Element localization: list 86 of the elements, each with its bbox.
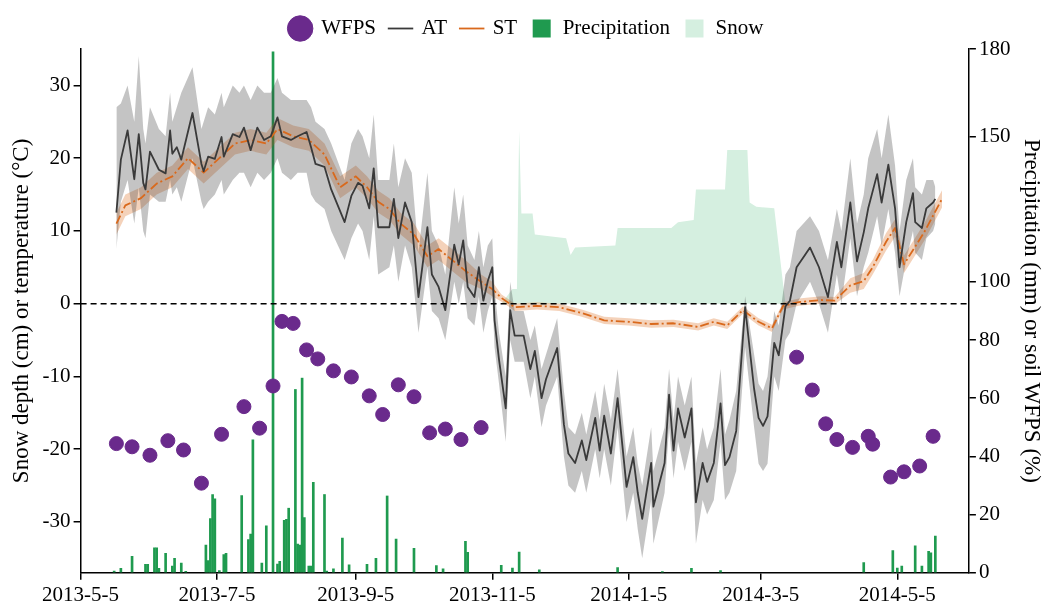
legend-label: AT xyxy=(421,15,448,40)
bar xyxy=(862,562,866,573)
x-tick-label: 2013-7-5 xyxy=(178,581,256,606)
y-tick-label: 30 xyxy=(49,71,71,96)
bar xyxy=(332,568,335,573)
y-tick-label: 20 xyxy=(49,144,71,169)
y2-axis-title: Precipitation (mm) or soil WFPS (%) xyxy=(1020,138,1046,483)
x-tick-label: 2013-11-5 xyxy=(448,581,536,606)
bar xyxy=(287,507,291,573)
point xyxy=(343,369,359,385)
y2-tick-label: 0 xyxy=(978,559,990,584)
y-axis-title: Snow depth (cm) or temperature (°C) xyxy=(7,138,33,484)
point xyxy=(912,458,928,474)
point xyxy=(214,426,230,442)
bar xyxy=(900,565,904,573)
y-tick-label: 0 xyxy=(60,290,71,315)
bar xyxy=(173,557,176,573)
legend-label: Precipitation xyxy=(562,15,671,40)
point xyxy=(390,377,406,393)
y-tick-label: -30 xyxy=(42,508,71,533)
point xyxy=(124,439,140,455)
bar xyxy=(913,545,917,573)
x-tick-label: 2014-1-5 xyxy=(590,581,668,606)
point xyxy=(473,420,489,436)
bar xyxy=(211,494,214,573)
x-tick-label: 2013-5-5 xyxy=(42,581,120,606)
point xyxy=(252,420,268,436)
bar xyxy=(294,389,297,573)
y-tick-label: -20 xyxy=(42,435,71,460)
point xyxy=(925,428,941,444)
point xyxy=(896,464,912,480)
bar xyxy=(511,567,514,573)
x-tick-label: 2014-3-5 xyxy=(722,581,800,606)
point xyxy=(236,399,252,415)
y-tick-label: 10 xyxy=(49,217,71,242)
point xyxy=(818,416,834,432)
x-tick-label: 2013-9-5 xyxy=(317,581,395,606)
point xyxy=(865,436,881,452)
point xyxy=(265,378,281,394)
bar xyxy=(341,537,344,573)
y2-tick-label: 80 xyxy=(978,326,1000,351)
point xyxy=(310,351,326,367)
y2-tick-label: 60 xyxy=(978,384,1000,409)
bar xyxy=(264,525,268,573)
point xyxy=(789,349,805,365)
legend-label: Snow xyxy=(715,15,765,40)
bar xyxy=(719,570,722,573)
bar xyxy=(179,562,183,573)
point xyxy=(829,432,845,448)
y-tick-label: -10 xyxy=(42,362,71,387)
y2-tick-label: 40 xyxy=(978,442,1000,467)
bar xyxy=(616,567,619,573)
point xyxy=(883,469,899,485)
point xyxy=(285,315,301,331)
legend-label: ST xyxy=(492,15,518,40)
y2-tick-label: 20 xyxy=(978,501,1000,526)
bar xyxy=(323,494,326,573)
point xyxy=(361,388,377,404)
point xyxy=(176,442,192,458)
point xyxy=(437,421,453,437)
bar xyxy=(240,495,244,573)
bar xyxy=(895,567,899,573)
bar xyxy=(435,565,438,573)
bar xyxy=(934,535,937,573)
bar xyxy=(499,564,503,573)
point xyxy=(325,363,341,379)
y2-tick-label: 180 xyxy=(978,35,1011,60)
bar xyxy=(891,550,895,573)
point xyxy=(375,407,391,422)
point xyxy=(406,389,422,405)
bar xyxy=(164,552,167,573)
point xyxy=(193,475,209,491)
point xyxy=(453,432,469,448)
point xyxy=(160,433,176,449)
point xyxy=(142,447,158,463)
y2-tick-label: 100 xyxy=(978,268,1011,293)
point xyxy=(108,436,124,452)
point xyxy=(804,382,820,398)
bar xyxy=(311,481,315,573)
point xyxy=(845,439,861,455)
point xyxy=(422,425,438,441)
bar xyxy=(690,568,693,573)
y2-tick-label: 150 xyxy=(978,122,1011,147)
point xyxy=(299,342,315,358)
legend-label: WFPS xyxy=(321,15,377,40)
x-tick-label: 2014-5-5 xyxy=(858,581,936,606)
